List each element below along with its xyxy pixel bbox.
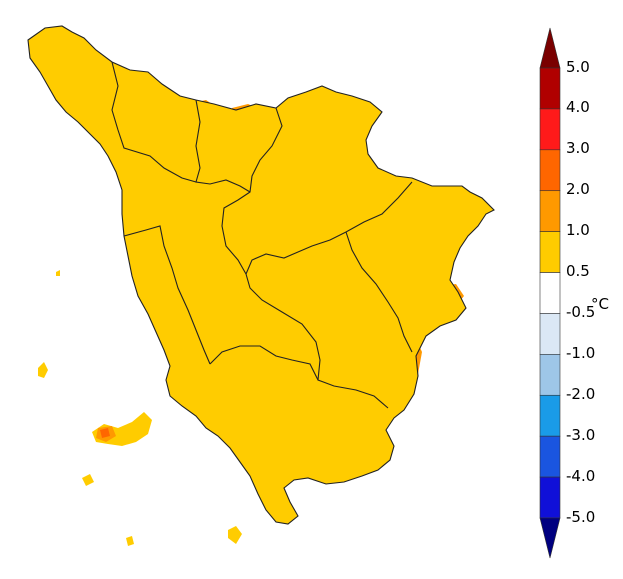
colorbar-segment	[539, 108, 561, 151]
colorbar-segment	[539, 354, 561, 396]
island-pianosa	[82, 474, 94, 486]
tick-label: 2.0	[566, 180, 590, 198]
tick-label: -5.0	[566, 508, 596, 526]
tick-label: 5.0	[566, 58, 590, 76]
tick-label: 4.0	[566, 98, 590, 116]
island-giglio	[228, 526, 242, 544]
colorbar	[539, 27, 561, 559]
colorbar-segment	[539, 272, 561, 314]
administrative-borders	[27, 25, 495, 525]
island-montecristo	[126, 536, 134, 546]
tick-label: -1.0	[566, 344, 596, 362]
colorbar-segments	[539, 67, 561, 519]
tick-label: -4.0	[566, 467, 596, 485]
tick-label: 1.0	[566, 221, 590, 239]
tick-label: -2.0	[566, 385, 596, 403]
tick-label: -0.5	[566, 303, 596, 321]
colorbar-top-arrow	[539, 27, 561, 69]
colorbar-unit-label: °C	[591, 295, 609, 313]
colorbar-segment	[539, 231, 561, 273]
tick-label: 3.0	[566, 139, 590, 157]
island-capraia	[38, 362, 48, 378]
colorbar-segment	[539, 394, 561, 437]
tick-label: 0.5	[566, 262, 590, 280]
colorbar-segment	[539, 67, 561, 110]
colorbar-segment	[539, 190, 561, 232]
colorbar-segment	[539, 149, 561, 192]
island-gorgona	[56, 270, 60, 276]
colorbar-bottom-arrow	[539, 517, 561, 559]
tick-label: -3.0	[566, 426, 596, 444]
colorbar-segment	[539, 435, 561, 478]
colorbar-segment	[539, 476, 561, 519]
colorbar-segment	[539, 313, 561, 355]
